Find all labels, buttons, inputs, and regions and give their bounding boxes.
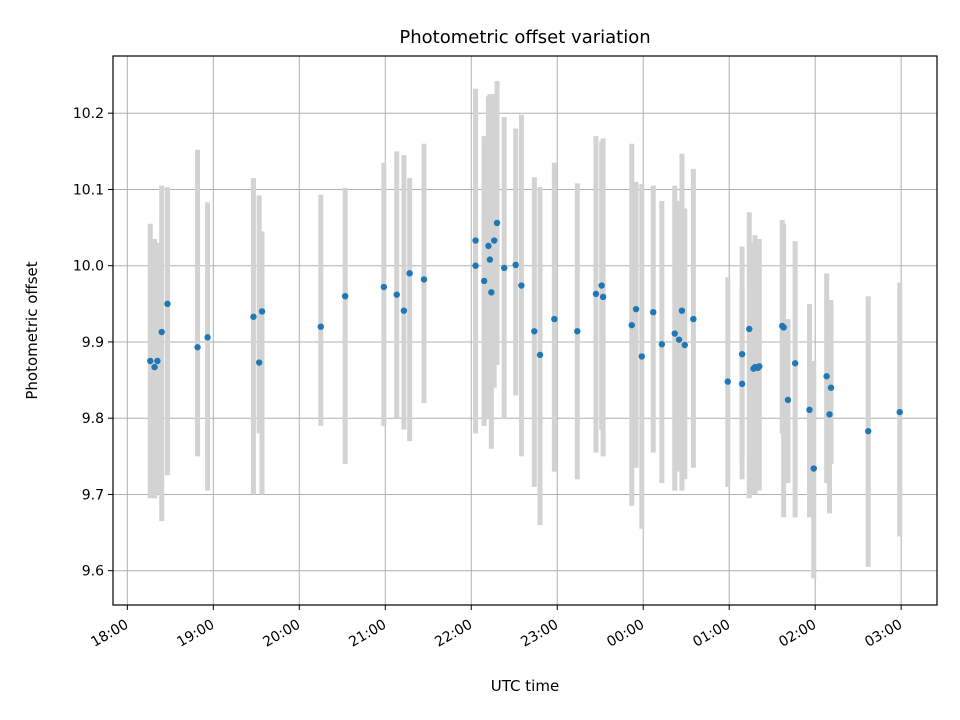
y-tick-label: 9.7 [82,487,104,503]
data-point [756,363,763,370]
data-point [400,307,408,314]
data-point [827,384,835,391]
data-point [480,277,488,285]
data-point [250,313,257,320]
y-axis-ticks: 9.6 9.7 9.8 9.9 10.0 10.1 10.2 [73,106,113,580]
data-point [650,309,657,316]
data-point [638,353,645,360]
data-point [147,357,154,365]
data-point [151,363,158,371]
data-point [592,290,600,298]
data-point [671,330,678,337]
data-point [598,282,605,289]
y-axis-title: Photometric offset [23,261,41,399]
data-points [147,219,903,472]
data-point [194,344,201,351]
data-point [784,396,792,404]
data-point [536,351,544,359]
data-point [485,242,492,250]
data-point [317,323,324,330]
data-point [690,315,697,323]
x-axis-title: UTC time [491,677,559,695]
data-point [393,291,400,298]
data-point [738,350,746,358]
data-point [780,324,787,331]
data-point [658,341,666,348]
data-point [204,334,211,341]
y-tick-label: 9.6 [82,564,104,580]
data-point [406,270,413,277]
data-point [632,305,640,313]
data-point [791,360,799,367]
chart-title: Photometric offset variation [399,27,650,48]
data-point [158,328,165,336]
data-point [628,321,635,329]
data-point [746,325,753,333]
data-point [738,380,746,388]
plot-frame [112,55,938,606]
data-point [341,292,349,300]
data-point [518,282,525,289]
data-point [574,328,581,335]
data-point [488,289,495,296]
data-point [675,336,683,343]
data-point [896,408,903,416]
y-tick-label: 9.9 [82,335,104,351]
data-point [810,465,817,472]
data-point [806,406,813,413]
data-point [678,307,686,314]
data-point [472,262,479,269]
y-tick-label: 9.8 [82,411,104,427]
data-point [681,341,688,349]
data-point [724,378,731,385]
data-point [531,328,538,335]
y-tick-label: 10.2 [73,106,104,122]
data-point [380,283,388,291]
data-point [826,411,833,418]
data-point [164,300,171,308]
data-point [490,237,498,244]
data-point [486,256,494,263]
data-point [865,427,872,435]
y-tick-label: 10.1 [73,182,104,198]
data-point [501,264,508,272]
data-point [512,261,519,269]
data-point [255,359,263,366]
data-point [258,308,266,315]
data-point [420,276,428,283]
data-point [551,315,558,323]
data-point [599,293,607,301]
data-point [493,219,501,227]
y-tick-label: 10.0 [73,259,104,275]
data-point [154,357,161,365]
gridlines [113,56,937,605]
data-point [823,373,830,380]
data-point [472,237,479,244]
